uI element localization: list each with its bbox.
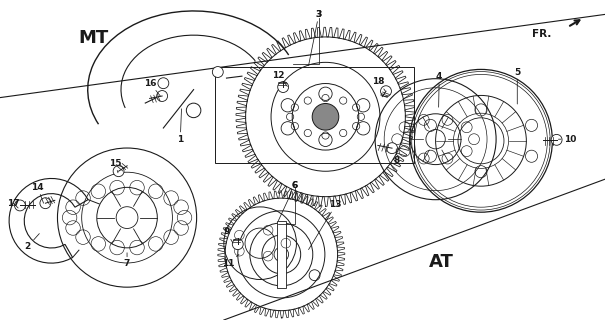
Text: 3: 3 (316, 10, 322, 19)
Circle shape (551, 134, 562, 145)
Circle shape (40, 198, 51, 209)
Circle shape (387, 143, 397, 154)
Text: 12: 12 (272, 71, 287, 86)
Text: AT: AT (429, 253, 454, 271)
Text: 2: 2 (25, 234, 39, 251)
Bar (276, 221, 286, 288)
Circle shape (158, 78, 169, 89)
Text: 16: 16 (144, 79, 160, 96)
Bar (215, 67, 414, 163)
Text: 6: 6 (292, 181, 298, 190)
Text: 6: 6 (278, 181, 298, 221)
Circle shape (157, 91, 168, 101)
Text: 17: 17 (7, 199, 19, 208)
Circle shape (278, 82, 289, 92)
Text: FR.: FR. (532, 28, 551, 39)
Text: 14: 14 (31, 183, 44, 203)
Text: 5: 5 (514, 68, 520, 104)
Text: 9: 9 (224, 228, 233, 243)
Text: 8: 8 (393, 149, 399, 164)
Text: MT: MT (79, 29, 109, 47)
Circle shape (312, 103, 339, 130)
Text: 15: 15 (109, 159, 121, 173)
Text: 1: 1 (177, 109, 183, 144)
Text: 10: 10 (558, 135, 576, 144)
Circle shape (113, 166, 124, 177)
Text: 3: 3 (309, 10, 322, 66)
Circle shape (212, 67, 223, 77)
Circle shape (381, 86, 391, 97)
Text: 13: 13 (309, 200, 342, 250)
Text: 4: 4 (436, 72, 442, 107)
Circle shape (15, 200, 25, 211)
Text: 11: 11 (223, 254, 239, 268)
Circle shape (232, 239, 243, 250)
Text: 18: 18 (373, 77, 385, 91)
Text: 7: 7 (124, 253, 130, 268)
